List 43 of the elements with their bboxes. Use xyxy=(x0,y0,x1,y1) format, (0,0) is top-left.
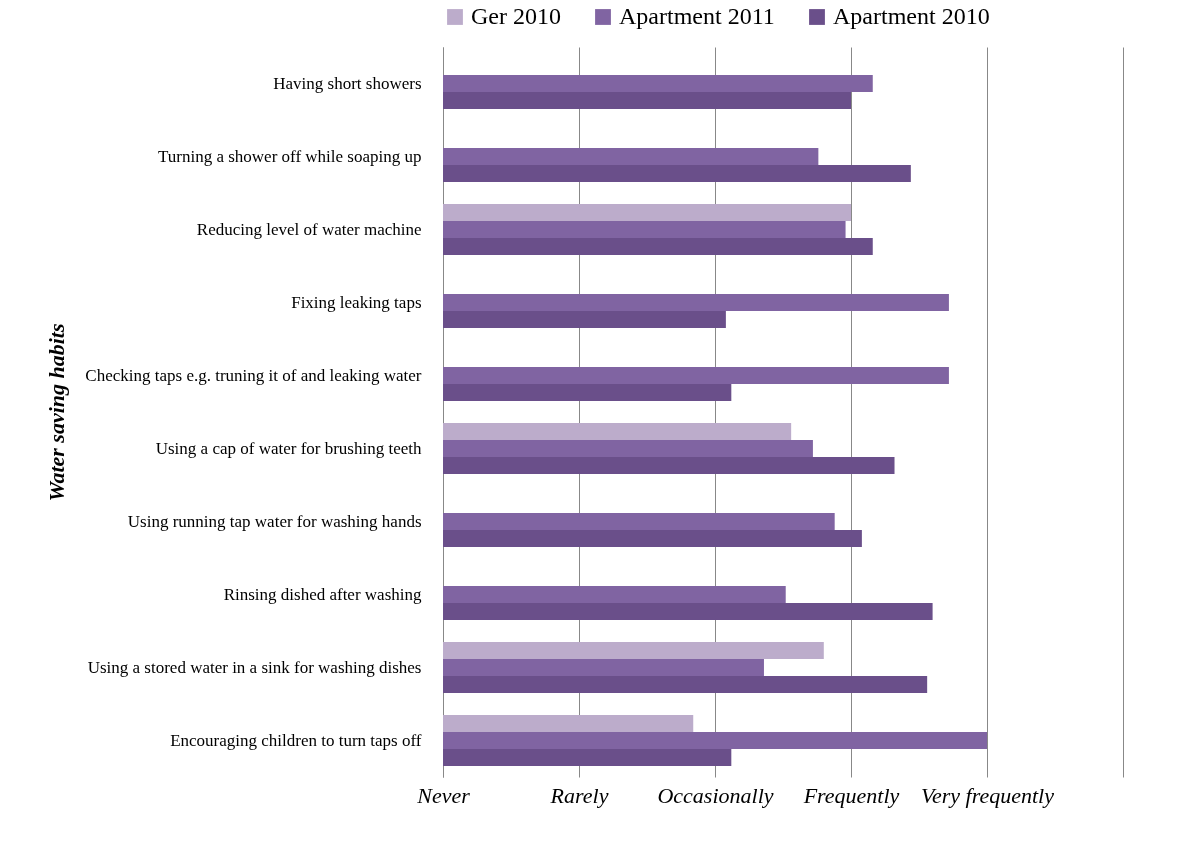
bar xyxy=(443,165,911,183)
bar xyxy=(443,439,813,458)
bar xyxy=(443,512,835,531)
y-tick-label: Checking taps e.g. truning it of and leaking water xyxy=(85,365,422,385)
bar xyxy=(443,220,846,239)
text: Frequently xyxy=(802,782,900,808)
y-tick-label: Using a cap of water for brushing teeth xyxy=(155,438,422,458)
bar xyxy=(443,74,873,93)
legend-label: Apartment 2010 xyxy=(833,3,990,29)
legend-label: Ger 2010 xyxy=(471,3,561,29)
y-tick-label: Having short showers xyxy=(273,73,422,93)
bar xyxy=(443,676,928,694)
bar xyxy=(443,311,726,329)
bar xyxy=(443,238,873,256)
bar xyxy=(443,147,819,166)
bar xyxy=(443,366,949,385)
legend-label: Apartment 2011 xyxy=(619,3,775,29)
bar xyxy=(443,530,862,548)
bar xyxy=(443,203,851,221)
y-tick-label: Using running tap water for washing hands xyxy=(127,511,422,531)
bar xyxy=(443,731,987,750)
y-tick-label: Fixing leaking taps xyxy=(291,292,422,312)
y-tick-label: Rinsing dished after washing xyxy=(223,584,422,604)
bar xyxy=(443,92,851,110)
text: Occasionally xyxy=(657,782,774,808)
y-tick-label: Turning a shower off while soaping up xyxy=(158,146,422,166)
y-tick-label: Using a stored water in a sink for washing dishes xyxy=(87,657,422,677)
bar xyxy=(443,384,732,402)
bar xyxy=(443,422,792,440)
bar xyxy=(443,658,764,677)
text: Never xyxy=(416,782,471,808)
bar xyxy=(443,457,895,475)
bar xyxy=(443,603,933,621)
text: Very frequently xyxy=(921,782,1055,808)
text: Rarely xyxy=(549,782,609,808)
bar xyxy=(443,641,824,659)
y-tick-label: Reducing level of water machine xyxy=(196,219,422,239)
bar xyxy=(443,749,732,767)
bar xyxy=(443,585,786,604)
y-tick-label: Encouraging children to turn taps off xyxy=(170,730,422,750)
bar xyxy=(443,293,949,312)
bar xyxy=(443,714,694,732)
y-axis-title: Water saving habits xyxy=(43,323,69,502)
